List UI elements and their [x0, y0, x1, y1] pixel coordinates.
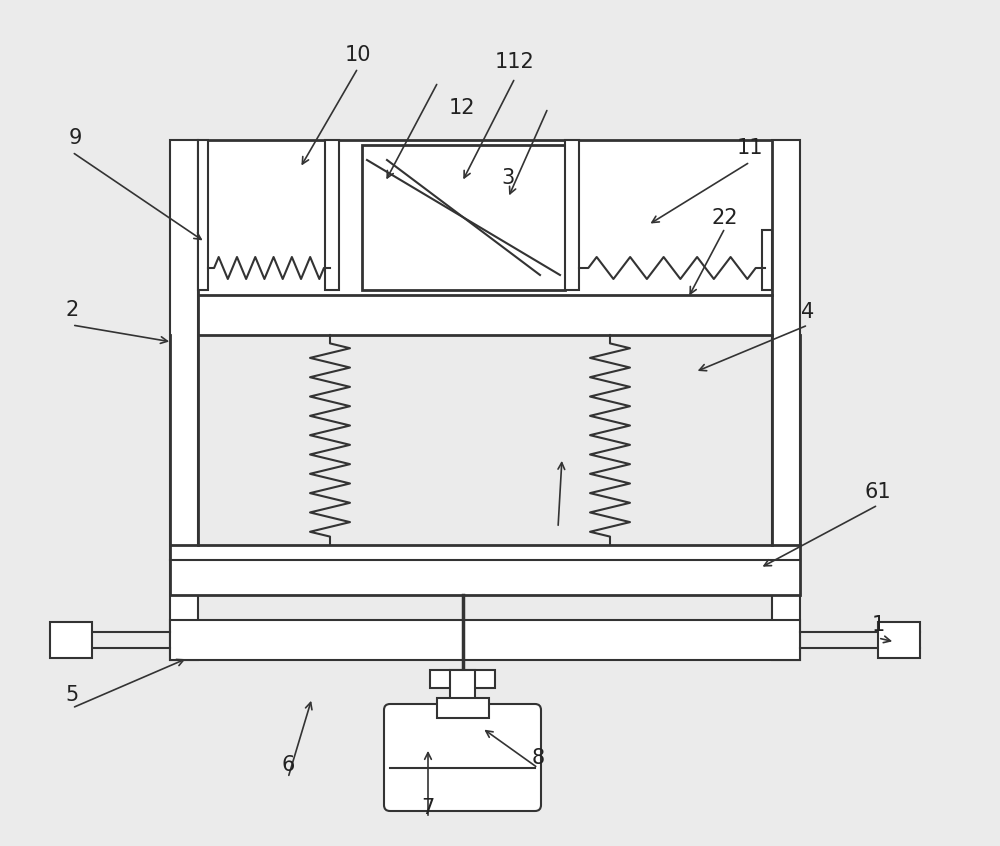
Bar [565, 140, 579, 290]
Text: 9: 9 [68, 128, 82, 148]
Bar [170, 545, 800, 595]
Bar [170, 140, 198, 660]
Bar [198, 140, 208, 290]
Bar [198, 140, 772, 335]
Text: 8: 8 [531, 748, 545, 768]
Text: 61: 61 [865, 482, 891, 502]
Text: 11: 11 [737, 138, 763, 158]
Bar [772, 140, 800, 660]
Text: 22: 22 [712, 208, 738, 228]
Text: 10: 10 [345, 45, 371, 65]
Bar [437, 698, 489, 718]
Bar [762, 230, 772, 290]
Text: 112: 112 [495, 52, 535, 72]
Text: 7: 7 [421, 798, 435, 818]
Bar [170, 620, 800, 660]
Text: 6: 6 [281, 755, 295, 775]
Text: 1: 1 [871, 615, 885, 635]
Text: 3: 3 [501, 168, 515, 188]
Bar [362, 145, 565, 290]
Bar [430, 670, 495, 688]
Bar [50, 622, 92, 658]
Bar [325, 140, 339, 290]
FancyBboxPatch shape [384, 704, 541, 811]
Bar [878, 622, 920, 658]
Bar [450, 670, 475, 700]
Text: 2: 2 [65, 300, 79, 320]
Text: 5: 5 [65, 685, 79, 705]
Text: 4: 4 [801, 302, 815, 322]
Text: 12: 12 [449, 98, 475, 118]
